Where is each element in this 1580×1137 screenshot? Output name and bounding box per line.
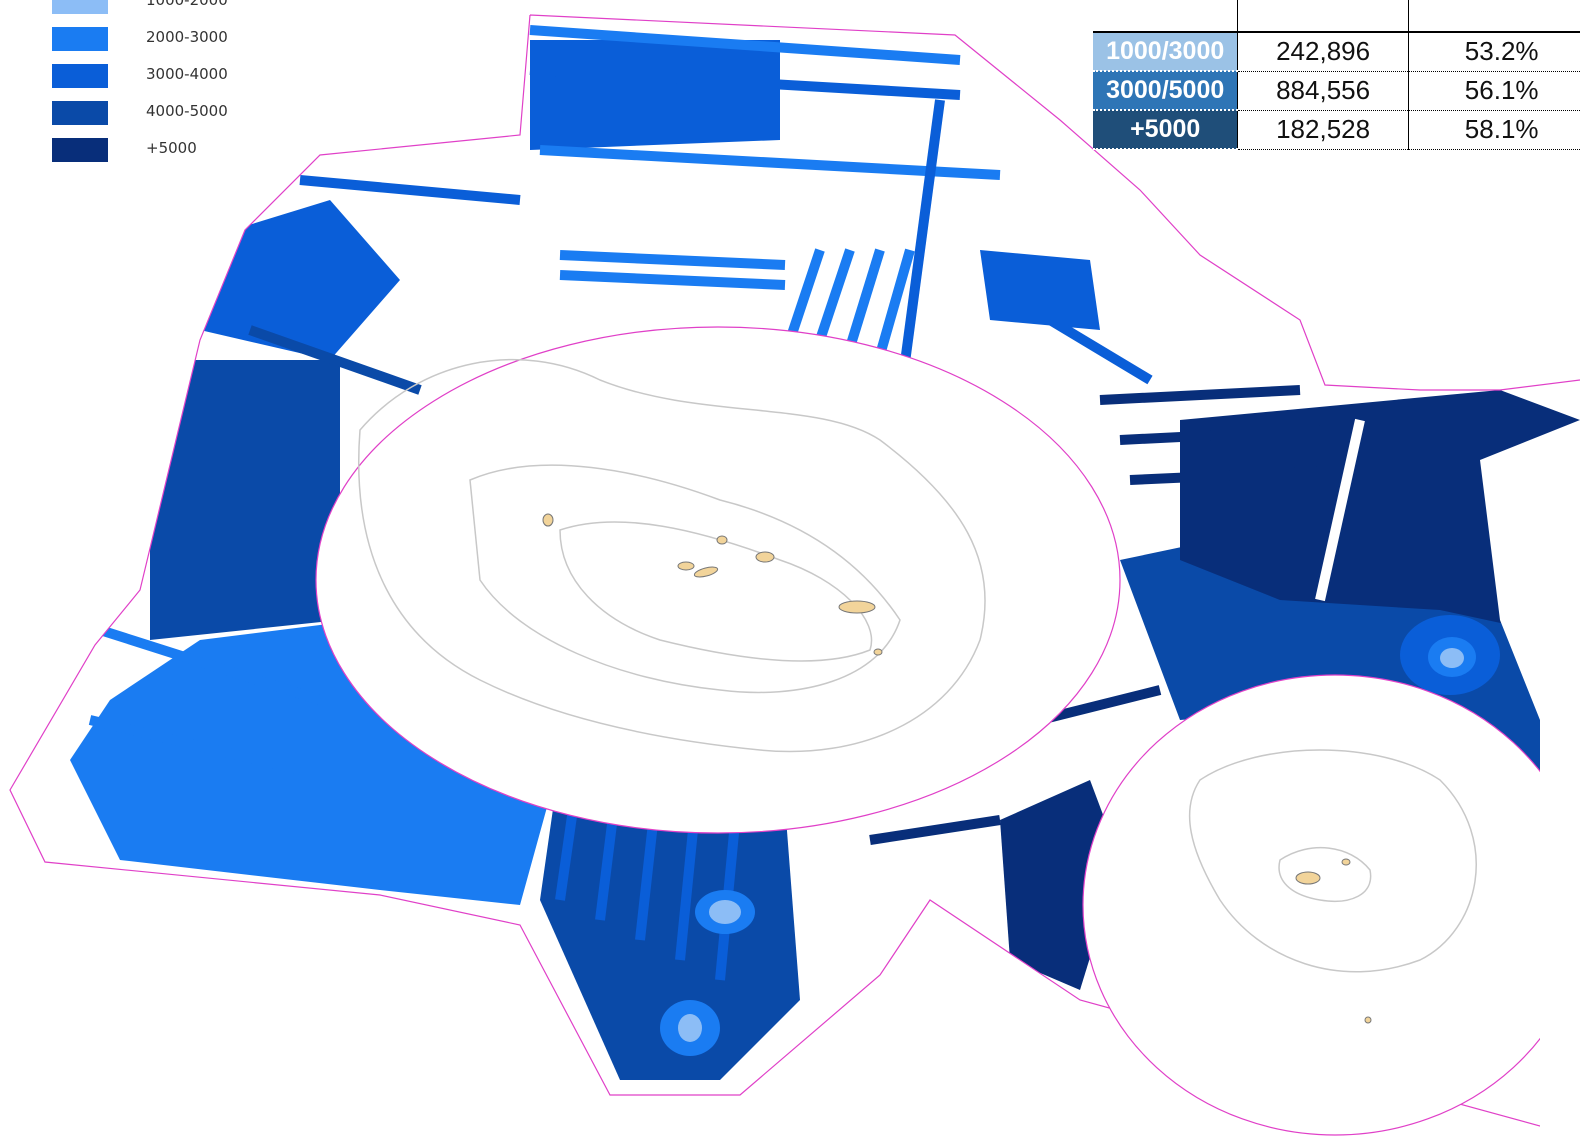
table-row: 3000/5000 884,556 56.1%	[1093, 71, 1580, 110]
depth-area-4000-5000	[150, 360, 340, 640]
depth-class-cell: 1000/3000	[1093, 32, 1238, 71]
percent-cell: 58.1%	[1408, 110, 1580, 149]
shallow-spot	[1440, 648, 1464, 668]
area-cell: 242,896	[1238, 32, 1408, 71]
depth-class-cell: +5000	[1093, 110, 1238, 149]
excluded-zone-east	[1083, 675, 1580, 1135]
island	[1342, 859, 1350, 865]
legend-item-2000-3000: 2000-3000	[52, 23, 282, 60]
table-cell	[1093, 0, 1238, 32]
legend-label: 1000-2000	[146, 0, 228, 9]
depth-class-cell: 3000/5000	[1093, 71, 1238, 110]
legend-item-plus5000: +5000	[52, 134, 282, 171]
depth-area-3000-4000	[200, 200, 400, 360]
island	[678, 562, 694, 570]
legend-swatch	[52, 0, 108, 14]
depth-stats-table: 1000/3000 242,896 53.2% 3000/5000 884,55…	[1093, 0, 1580, 150]
legend-label: 4000-5000	[146, 102, 228, 120]
percent-cell: 56.1%	[1408, 71, 1580, 110]
island	[717, 536, 727, 544]
table-row: +5000 182,528 58.1%	[1093, 110, 1580, 149]
legend-label: +5000	[146, 139, 197, 157]
shallow-spot	[678, 1014, 702, 1042]
island	[839, 601, 875, 613]
island	[874, 649, 882, 655]
depth-legend: 1000-2000 2000-3000 3000-4000 4000-5000 …	[52, 0, 282, 171]
legend-swatch	[52, 27, 108, 51]
area-cell: 182,528	[1238, 110, 1408, 149]
table-cell	[1238, 0, 1408, 32]
depth-area-3000-4000-b	[530, 40, 780, 150]
table-cell	[1408, 0, 1580, 32]
percent-cell: 53.2%	[1408, 32, 1580, 71]
legend-label: 2000-3000	[146, 28, 228, 46]
area-cell: 884,556	[1238, 71, 1408, 110]
legend-item-4000-5000: 4000-5000	[52, 97, 282, 134]
shallow-spot	[709, 900, 741, 924]
table-header-row	[1093, 0, 1580, 32]
legend-swatch	[52, 64, 108, 88]
depth-area-3000-4000-c	[980, 250, 1100, 330]
legend-label: 3000-4000	[146, 65, 228, 83]
excluded-zone-central	[316, 327, 1120, 833]
island	[1296, 872, 1320, 884]
island	[756, 552, 774, 562]
island	[543, 514, 553, 526]
legend-swatch	[52, 101, 108, 125]
island	[1365, 1017, 1371, 1023]
legend-item-3000-4000: 3000-4000	[52, 60, 282, 97]
legend-swatch	[52, 138, 108, 162]
table-row: 1000/3000 242,896 53.2%	[1093, 32, 1580, 71]
legend-item-1000-2000: 1000-2000	[52, 0, 282, 23]
